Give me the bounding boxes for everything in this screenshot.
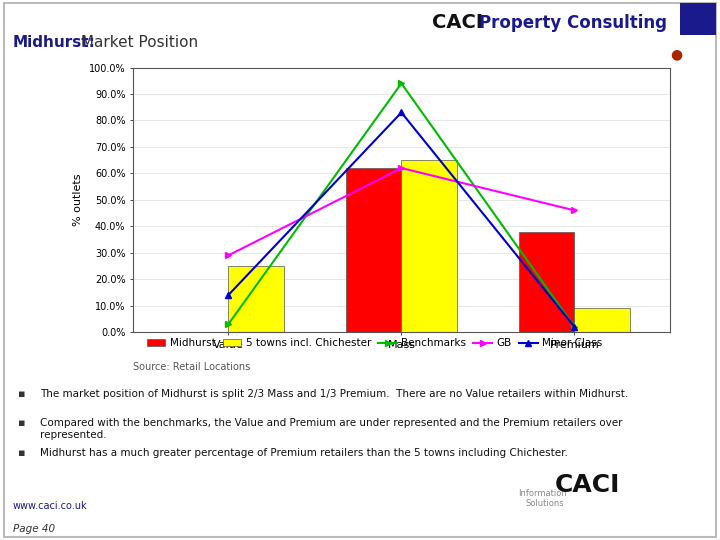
Text: Midhurst:: Midhurst: [13, 35, 96, 50]
Text: Solutions: Solutions [526, 500, 564, 509]
Text: Page 40: Page 40 [13, 524, 55, 534]
Text: Market Position: Market Position [76, 35, 198, 50]
Text: Information: Information [518, 489, 567, 498]
Bar [346, 168, 402, 332]
Bar [228, 266, 284, 332]
Text: Midhurst has a much greater percentage of Premium retailers than the 5 towns inc: Midhurst has a much greater percentage o… [40, 448, 567, 458]
Bar [575, 308, 630, 332]
Text: CACI: CACI [432, 14, 483, 32]
Text: CACI: CACI [554, 472, 620, 496]
Text: The market position of Midhurst is split 2/3 Mass and 1/3 Premium.  There are no: The market position of Midhurst is split… [40, 389, 628, 399]
Legend: Midhurst, 5 towns incl. Chichester, Benchmarks, GB, Minor Class: Midhurst, 5 towns incl. Chichester, Benc… [147, 339, 602, 348]
Text: Compared with the benchmarks, the Value and Premium are under represented and th: Compared with the benchmarks, the Value … [40, 418, 622, 440]
Text: www.caci.co.uk: www.caci.co.uk [13, 501, 88, 511]
Text: ▪: ▪ [18, 389, 25, 399]
Text: Property Consulting: Property Consulting [479, 14, 667, 31]
Text: ●: ● [671, 47, 683, 61]
Y-axis label: % outlets: % outlets [73, 173, 84, 226]
Bar [402, 160, 456, 332]
Bar [519, 232, 575, 332]
Text: ▪: ▪ [18, 418, 25, 429]
Text: ▪: ▪ [18, 448, 25, 458]
Text: Source: Retail Locations: Source: Retail Locations [133, 362, 251, 372]
